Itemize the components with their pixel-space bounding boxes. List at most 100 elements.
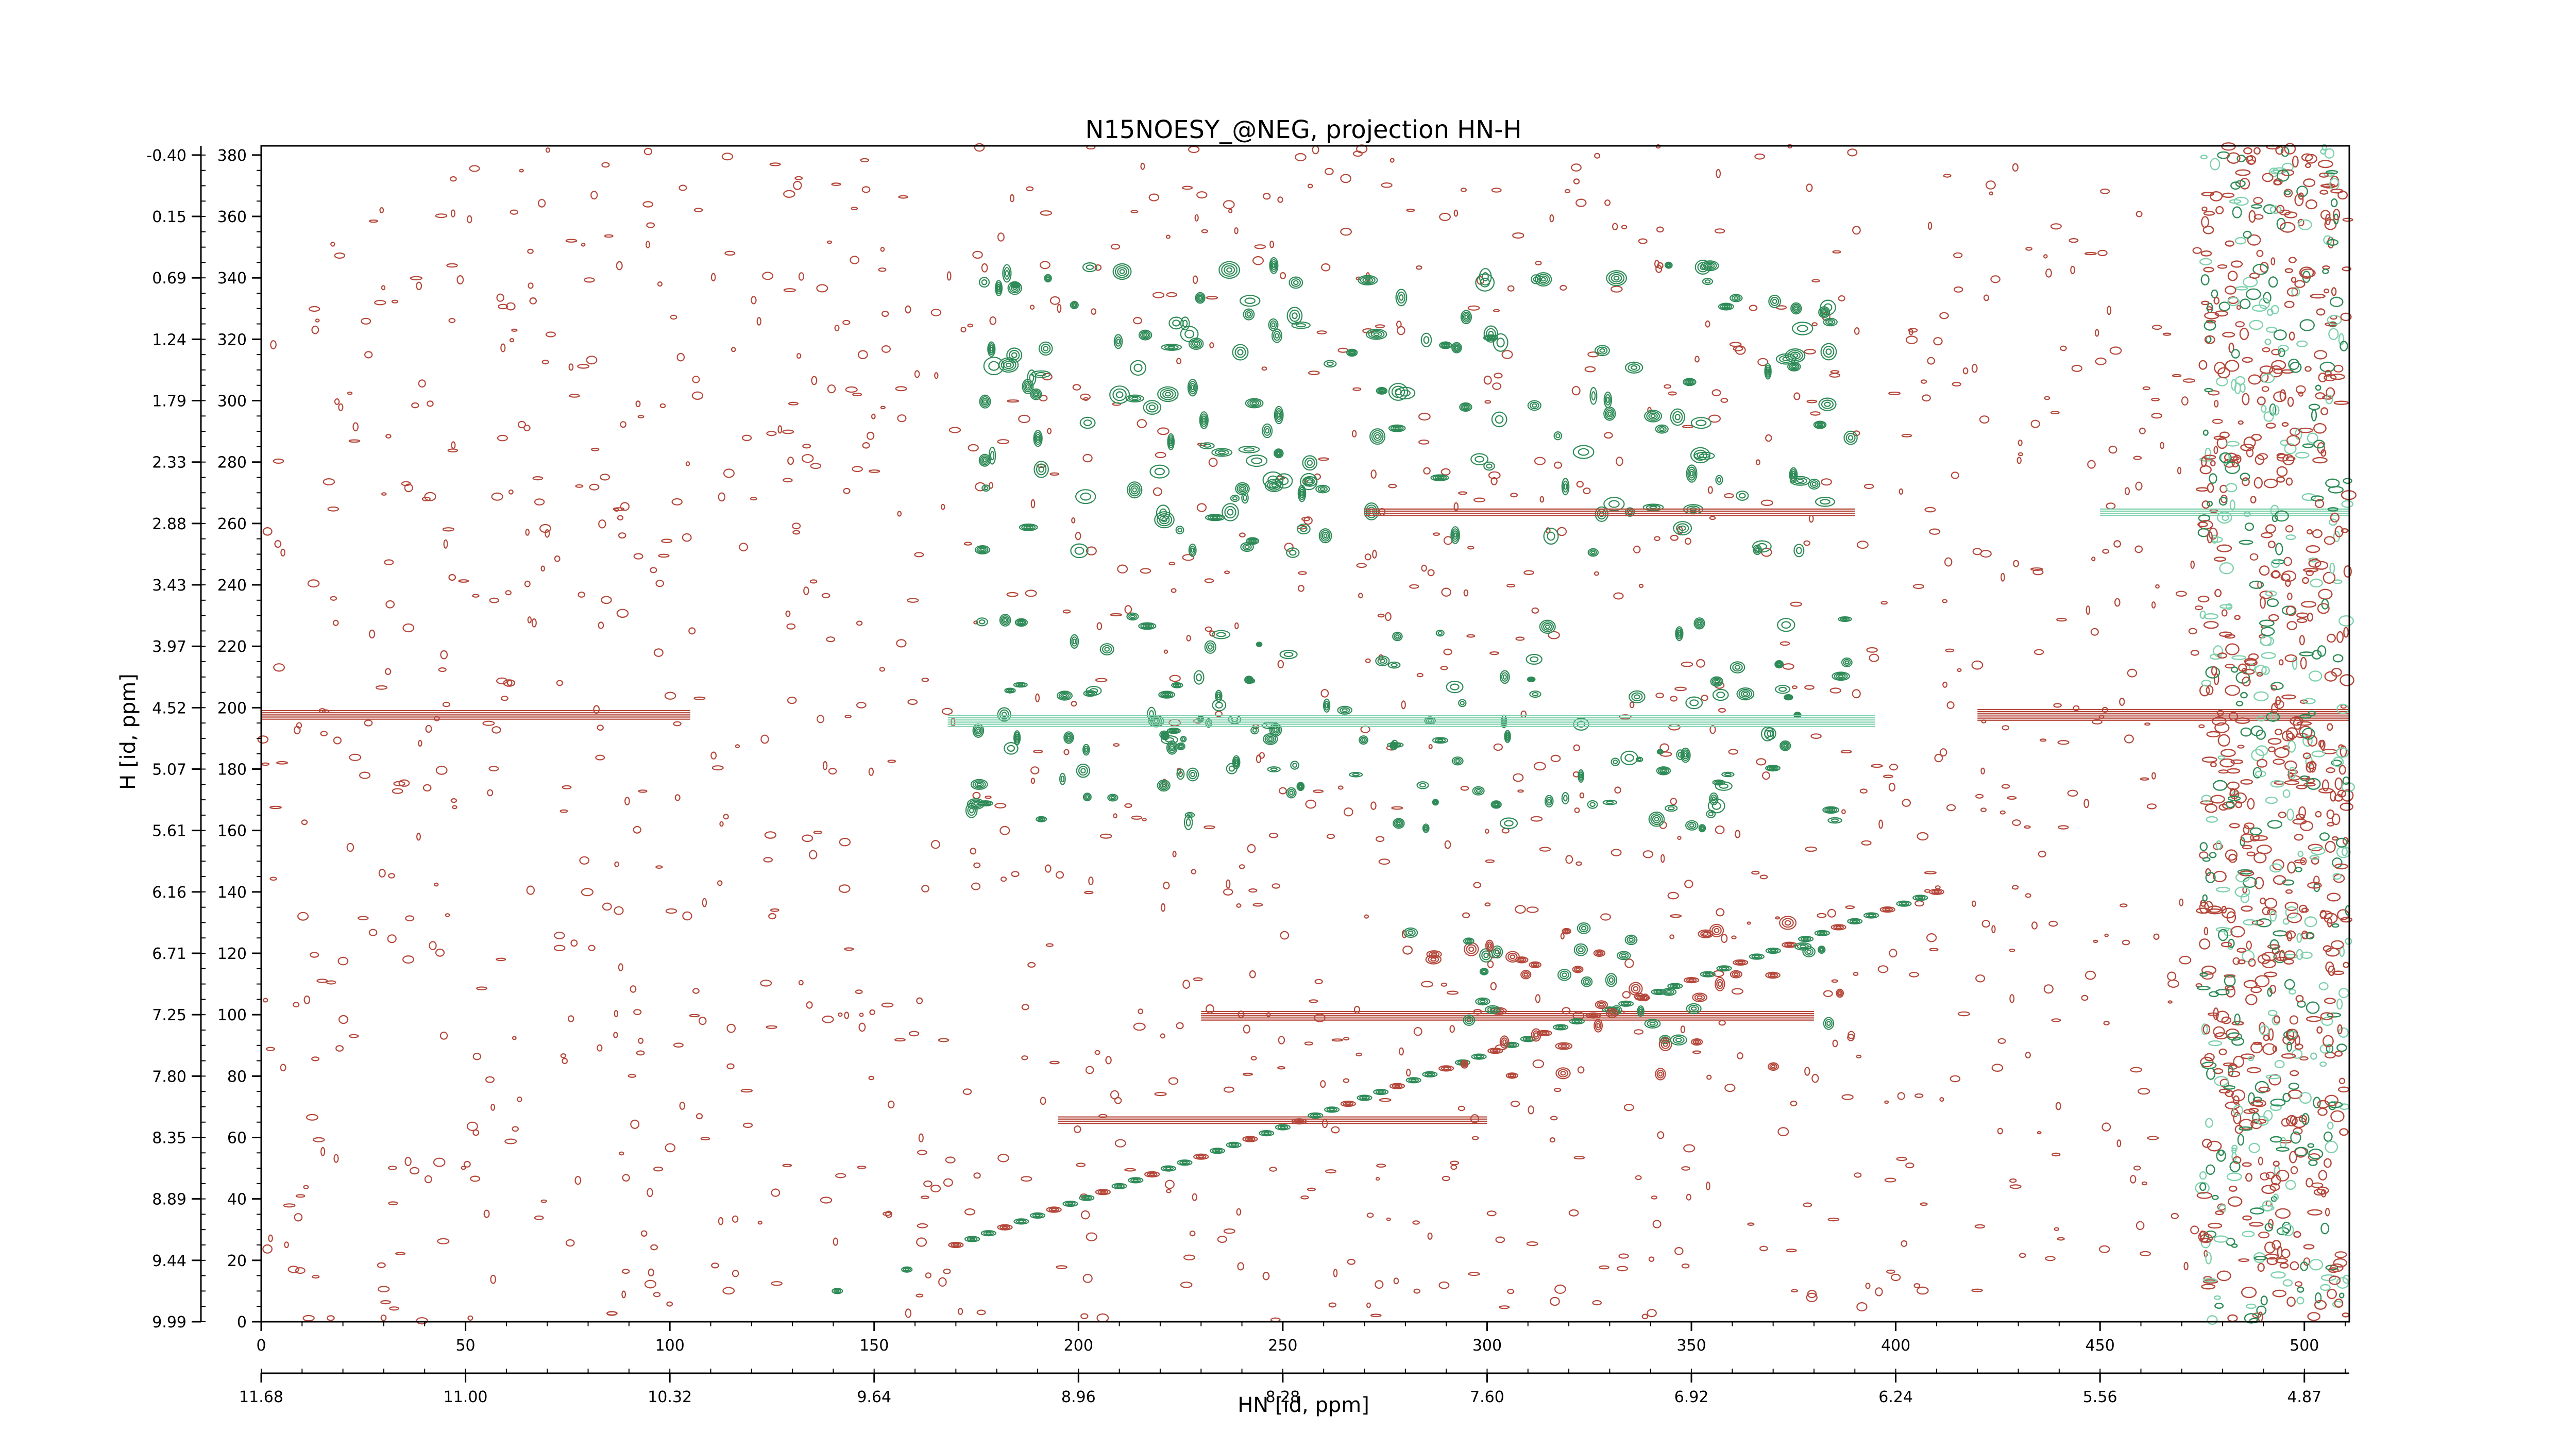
noise-contour xyxy=(1889,763,1899,771)
noise-contour xyxy=(2343,565,2352,578)
noise-contour xyxy=(2147,1136,2159,1140)
noise-contour xyxy=(2248,1142,2260,1153)
noise-contour xyxy=(1642,850,1654,858)
noise-contour xyxy=(2245,994,2258,1005)
noise-contour xyxy=(2213,780,2228,791)
noise-contour xyxy=(1821,478,1832,486)
noise-contour xyxy=(2282,1092,2291,1102)
positive-peak xyxy=(1826,807,1836,813)
positive-peak xyxy=(1658,1071,1663,1077)
noise-contour xyxy=(293,1002,300,1008)
positive-peak xyxy=(1523,972,1529,977)
positive-peak xyxy=(1824,807,1838,813)
positive-peak xyxy=(1392,742,1397,748)
noise-contour xyxy=(359,771,371,779)
positive-peak xyxy=(1117,267,1127,276)
y-ppm-tick-label: 4.52 xyxy=(152,699,187,717)
positive-peak xyxy=(1460,700,1465,705)
positive-peak xyxy=(1739,493,1746,499)
positive-peak xyxy=(1505,733,1510,740)
noise-contour xyxy=(2328,518,2337,526)
positive-peak xyxy=(1587,800,1598,809)
noise-contour xyxy=(1786,1249,1797,1253)
positive-peak xyxy=(1070,634,1079,649)
diagonal-peak xyxy=(1195,1154,1207,1159)
noise-contour xyxy=(785,610,791,617)
positive-peak xyxy=(997,285,1001,291)
positive-peak xyxy=(1074,547,1084,555)
positive-peak xyxy=(1597,951,1602,955)
noise-contour xyxy=(2227,1032,2243,1041)
noise-contour xyxy=(857,350,868,360)
noise-contour xyxy=(280,1064,286,1072)
positive-peak xyxy=(1770,296,1780,306)
noise-contour xyxy=(2290,1261,2299,1271)
noise-contour xyxy=(517,1097,522,1103)
positive-peak xyxy=(1217,693,1221,699)
noise-contour xyxy=(1884,1177,1896,1183)
positive-peak xyxy=(1606,410,1613,418)
noise-contour xyxy=(2306,1001,2320,1014)
noise-contour xyxy=(424,1175,432,1184)
noise-contour xyxy=(2243,147,2252,155)
positive-peak xyxy=(1450,526,1460,544)
positive-peak xyxy=(1647,1020,1658,1027)
positive-peak xyxy=(1705,262,1715,269)
noise-contour xyxy=(622,1174,630,1182)
positive-peak xyxy=(1128,483,1141,497)
positive-peak xyxy=(1423,336,1430,344)
noise-contour xyxy=(851,207,858,210)
noise-contour xyxy=(385,600,395,609)
positive-peak xyxy=(1182,319,1188,328)
positive-peak xyxy=(1694,1040,1700,1044)
positive-peak xyxy=(1666,262,1672,268)
noise-contour xyxy=(381,492,387,496)
y-index-tick-label: 140 xyxy=(217,884,247,902)
noise-contour xyxy=(1418,412,1431,421)
positive-peak xyxy=(1790,364,1798,369)
noise-contour xyxy=(1153,487,1162,496)
noise-contour xyxy=(2311,847,2326,855)
noise-contour xyxy=(2237,745,2245,749)
noise-contour xyxy=(2329,562,2335,575)
noise-contour xyxy=(545,147,551,153)
y-ppm-tick-label: 6.71 xyxy=(152,945,187,963)
noise-contour xyxy=(997,439,1009,444)
noise-contour xyxy=(2289,331,2295,341)
positive-peak xyxy=(1463,405,1468,409)
noise-contour xyxy=(2136,211,2143,217)
noise-contour xyxy=(1440,982,1447,987)
noise-contour xyxy=(534,498,545,506)
noise-contour xyxy=(1914,1093,1924,1098)
positive-peak xyxy=(1697,995,1703,1000)
noise-contour xyxy=(1113,743,1120,747)
positive-peak xyxy=(1692,992,1707,1002)
noise-contour xyxy=(2340,917,2353,923)
noise-contour xyxy=(724,250,736,256)
noise-contour xyxy=(2332,756,2344,768)
noise-contour xyxy=(2323,945,2332,952)
noise-contour xyxy=(930,840,940,849)
noise-contour xyxy=(1409,584,1419,589)
noise-contour xyxy=(653,648,664,657)
noise-contour xyxy=(2330,198,2338,208)
noise-contour xyxy=(1913,1283,1921,1289)
positive-peak xyxy=(1038,466,1044,473)
positive-peak xyxy=(1277,451,1281,456)
noise-contour xyxy=(2246,448,2254,458)
positive-peak xyxy=(1564,930,1569,933)
positive-peak xyxy=(1492,801,1501,808)
positive-peak xyxy=(1021,524,1036,531)
noise-contour xyxy=(2214,400,2219,408)
noise-contour xyxy=(637,415,645,418)
positive-peak xyxy=(1066,735,1071,740)
noise-contour xyxy=(2272,947,2280,955)
noise-contour xyxy=(2289,362,2302,373)
noise-contour xyxy=(635,400,641,408)
noise-contour xyxy=(1113,813,1117,819)
noise-contour xyxy=(1975,794,1984,799)
noise-contour xyxy=(866,431,875,440)
positive-peak xyxy=(1712,688,1729,701)
noise-contour xyxy=(2261,952,2277,962)
positive-peak xyxy=(1324,700,1330,711)
